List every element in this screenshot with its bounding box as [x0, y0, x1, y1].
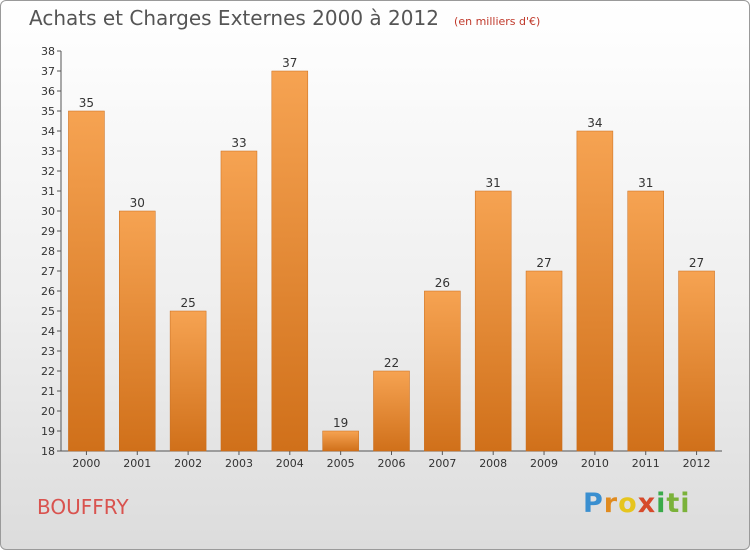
- chart-title-group: Achats et Charges Externes 2000 à 2012 (…: [29, 6, 540, 30]
- bar: [220, 150, 258, 452]
- x-tick-label: 2008: [479, 457, 507, 470]
- chart-bars: [68, 70, 715, 452]
- proxiti-logo[interactable]: Proxiti: [583, 488, 691, 519]
- y-tick-label: 31: [41, 185, 55, 198]
- y-tick-label: 36: [41, 85, 55, 98]
- x-tick-label: 2010: [581, 457, 609, 470]
- bar-value-label: 19: [333, 416, 348, 430]
- x-tick-label: 2003: [225, 457, 253, 470]
- bar-value-label: 27: [689, 256, 704, 270]
- bar: [525, 270, 563, 452]
- y-tick-label: 37: [41, 65, 55, 78]
- x-tick-label: 2004: [276, 457, 304, 470]
- y-tick-label: 27: [41, 265, 55, 278]
- chart-title: Achats et Charges Externes 2000 à 2012: [29, 6, 439, 30]
- bar-value-label: 33: [231, 136, 246, 150]
- x-tick-label: 2001: [123, 457, 151, 470]
- bar-value-label: 26: [435, 276, 450, 290]
- x-tick-label: 2005: [327, 457, 355, 470]
- bar: [169, 310, 207, 452]
- bar-value-label: 22: [384, 356, 399, 370]
- bar-value-label: 31: [638, 176, 653, 190]
- y-tick-label: 29: [41, 225, 55, 238]
- x-tick-label: 2000: [72, 457, 100, 470]
- y-tick-label: 32: [41, 165, 55, 178]
- bar: [678, 270, 715, 452]
- y-tick-label: 25: [41, 305, 55, 318]
- y-tick-label: 23: [41, 345, 55, 358]
- chart-labels: 35 2000 30 2001 25 2002 33 2003 37 2004 19 2005 22 20…: [72, 56, 710, 470]
- bar: [68, 110, 105, 452]
- x-tick-label: 2012: [683, 457, 711, 470]
- y-tick-label: 34: [41, 125, 55, 138]
- y-tick-label: 26: [41, 285, 55, 298]
- commune-name: BOUFFRY: [37, 495, 129, 519]
- chart-axes: 18 19 20 21 22 23 24 25 26 27 28 29 30 31 32 33 34 35 36 37…: [41, 45, 722, 458]
- y-tick-label: 22: [41, 365, 55, 378]
- y-tick-label: 19: [41, 425, 55, 438]
- y-tick-label: 30: [41, 205, 55, 218]
- y-tick-label: 38: [41, 45, 55, 58]
- x-tick-label: 2009: [530, 457, 558, 470]
- x-tick-label: 2006: [378, 457, 406, 470]
- y-tick-label: 20: [41, 405, 55, 418]
- bar-value-label: 34: [587, 116, 602, 130]
- y-tick-label: 24: [41, 325, 55, 338]
- chart-subtitle: (en milliers d'€): [454, 15, 541, 28]
- bar-value-label: 31: [486, 176, 501, 190]
- y-tick-label: 21: [41, 385, 55, 398]
- bar: [576, 130, 614, 452]
- x-tick-label: 2011: [632, 457, 660, 470]
- bar: [474, 190, 512, 452]
- bar: [271, 70, 309, 452]
- bar: [119, 210, 156, 452]
- bar-value-label: 37: [282, 56, 297, 70]
- bar: [373, 370, 410, 452]
- x-tick-label: 2002: [174, 457, 202, 470]
- y-tick-label: 33: [41, 145, 55, 158]
- bar-value-label: 25: [180, 296, 195, 310]
- y-tick-label: 35: [41, 105, 55, 118]
- bar: [424, 290, 461, 452]
- y-tick-label: 18: [41, 445, 55, 458]
- x-tick-label: 2007: [428, 457, 456, 470]
- bar: [627, 190, 664, 452]
- bar-value-label: 27: [536, 256, 551, 270]
- bar-value-label: 35: [79, 96, 94, 110]
- y-tick-label: 28: [41, 245, 55, 258]
- bar-value-label: 30: [130, 196, 145, 210]
- bar: [322, 430, 359, 452]
